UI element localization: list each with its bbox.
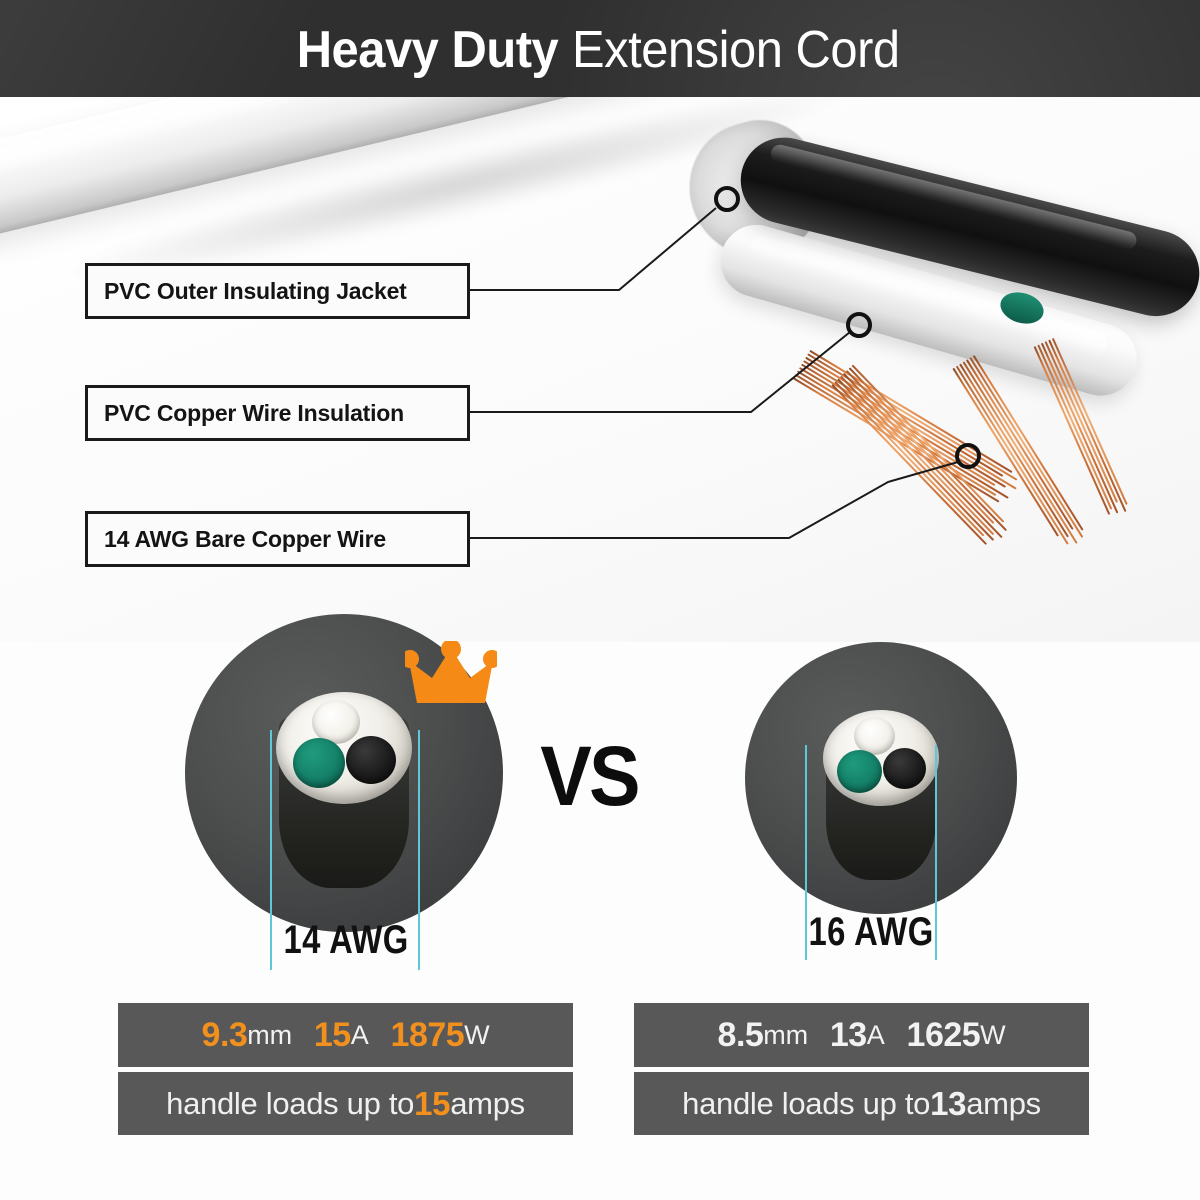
title-light-part: Extension Cord bbox=[571, 20, 900, 79]
left-power-unit: W bbox=[464, 1019, 490, 1050]
right-load-suffix: amps bbox=[966, 1085, 1041, 1121]
crown-icon bbox=[405, 641, 497, 703]
left-core-black bbox=[346, 736, 396, 784]
callout-box-bare-copper[interactable]: 14 AWG Bare Copper Wire bbox=[85, 511, 470, 567]
left-current-unit: A bbox=[350, 1019, 369, 1050]
callout-label: PVC Outer Insulating Jacket bbox=[104, 277, 407, 304]
page-title: Heavy Duty Extension Cord bbox=[0, 1, 1200, 97]
left-strands-black bbox=[356, 744, 385, 771]
left-current-value: 15 bbox=[313, 1015, 351, 1054]
left-load-suffix: amps bbox=[450, 1085, 525, 1121]
right-cable-face bbox=[823, 710, 939, 806]
right-core-green bbox=[837, 750, 882, 793]
left-cable-face bbox=[276, 692, 412, 804]
callout-label: 14 AWG Bare Copper Wire bbox=[104, 525, 386, 552]
right-load-value: 13 bbox=[930, 1084, 967, 1122]
right-power-unit: W bbox=[980, 1019, 1006, 1050]
left-measure-line-end bbox=[418, 730, 420, 970]
right-strands-white bbox=[862, 724, 888, 747]
left-diameter-unit: mm bbox=[247, 1019, 292, 1050]
right-measure-line-end bbox=[935, 745, 937, 960]
right-current-unit: A bbox=[866, 1019, 885, 1050]
right-measure-line-start bbox=[805, 745, 807, 960]
left-awg-label: 14 AWG bbox=[283, 918, 409, 962]
callout-label: PVC Copper Wire Insulation bbox=[104, 399, 405, 426]
left-strands-white bbox=[321, 708, 351, 735]
right-current-value: 13 bbox=[829, 1015, 867, 1054]
left-core-white bbox=[312, 700, 360, 744]
right-load-bar: handle loads up to 13 amps bbox=[634, 1072, 1089, 1135]
left-power-value: 1875 bbox=[390, 1015, 465, 1054]
right-core-black bbox=[883, 748, 926, 789]
right-diameter-value: 8.5 bbox=[717, 1015, 764, 1054]
left-load-prefix: handle loads up to bbox=[166, 1085, 415, 1121]
right-strands-green bbox=[846, 758, 872, 782]
left-core-green bbox=[293, 738, 345, 788]
header-banner: Heavy Duty Extension Cord bbox=[0, 0, 1200, 97]
right-strands-black bbox=[892, 755, 917, 778]
right-diameter-unit: mm bbox=[763, 1019, 808, 1050]
left-load-value: 15 bbox=[414, 1084, 451, 1122]
right-cable-disc bbox=[745, 642, 1017, 914]
right-power-value: 1625 bbox=[906, 1015, 981, 1054]
vs-label: VS bbox=[540, 729, 640, 823]
right-spec-bar: 8.5 mm 13 A 1625 W bbox=[634, 1003, 1089, 1067]
right-core-white bbox=[854, 717, 895, 755]
right-load-prefix: handle loads up to bbox=[682, 1085, 931, 1121]
left-diameter-value: 9.3 bbox=[201, 1015, 248, 1054]
right-awg-label: 16 AWG bbox=[808, 910, 934, 954]
comparison-section: 14 AWG 9.3 mm 15 A 1875 W handle loads up t… bbox=[0, 600, 1200, 1200]
left-cable-disc bbox=[185, 614, 503, 932]
inner-black-highlight bbox=[768, 142, 1138, 252]
left-measure-line-start bbox=[270, 730, 272, 970]
title-bold-part: Heavy Duty bbox=[296, 20, 558, 79]
left-load-bar: handle loads up to 15 amps bbox=[118, 1072, 573, 1135]
left-spec-bar: 9.3 mm 15 A 1875 W bbox=[118, 1003, 573, 1067]
callout-box-jacket[interactable]: PVC Outer Insulating Jacket bbox=[85, 263, 470, 319]
left-strands-green bbox=[303, 747, 333, 775]
callout-box-insulation[interactable]: PVC Copper Wire Insulation bbox=[85, 385, 470, 441]
